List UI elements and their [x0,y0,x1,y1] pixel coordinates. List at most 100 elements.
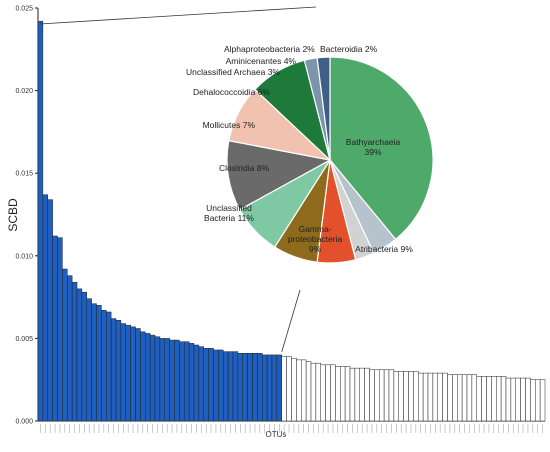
bar-highlighted [223,351,229,422]
bar [466,374,473,422]
bar [515,377,521,422]
bar-highlighted [262,354,268,422]
pie-label: Clostridia 8% [219,163,270,173]
pie-label: Alphaproteobacteria 2% [224,44,315,54]
bar [325,364,331,422]
bar [383,369,390,422]
pie-label: Dehalococcoidia 6% [193,87,270,97]
zoom-line-top [39,6,317,25]
bar [481,376,487,422]
y-axis-label: SCBD [6,198,20,232]
pie-label: Unclassified Bacteria 11% [204,203,254,223]
bars-group [37,20,546,422]
bar [315,362,322,422]
bar-highlighted [169,339,175,422]
bar-highlighted [120,323,127,422]
bar [418,372,424,422]
zoom-lines [39,6,317,353]
bar [520,377,526,422]
category-labels [40,424,543,433]
y-tick-label: 0.005 [15,336,33,343]
bar [335,366,341,422]
bar [510,377,517,422]
y-tick-label: 0.025 [15,6,33,13]
pie-label: Atribacteria 9% [355,244,413,254]
bar-highlighted [62,268,68,422]
zoom-line-bottom [281,289,301,353]
y-tick-label: 0.010 [15,253,33,260]
bar [471,374,478,422]
pie-slice [329,56,434,241]
pie-label: Bathyarchaeia 39% [346,137,401,157]
x-axis-label: OTUs [266,430,287,439]
bar [403,371,409,422]
bar [457,374,463,422]
bar-highlighted [57,237,63,422]
bar-highlighted [179,341,185,422]
bar-highlighted [42,194,49,422]
bar [452,374,458,422]
bar [379,369,385,422]
bar-highlighted [164,338,170,422]
bar-highlighted [184,341,190,422]
bar-highlighted [193,344,200,422]
bar [535,379,541,422]
bar-highlighted [125,324,131,422]
bar [398,371,404,422]
bar-highlighted [266,354,273,422]
bar-highlighted [159,338,166,422]
bar [364,367,370,422]
bar [305,361,312,422]
pie-label: Bacteroidia 2% [320,44,378,54]
pie-labels: Bathyarchaeia 39%Aminicenantes 4%Unclassi… [186,44,413,254]
bar [320,364,326,422]
bar-highlighted [218,349,224,422]
bar [310,362,317,422]
bar [427,372,434,422]
bar [374,369,380,422]
bar-highlighted [227,351,234,422]
bar [496,376,502,422]
bar [408,371,414,422]
bar [442,372,448,422]
bar [291,357,297,422]
bar-highlighted [276,354,283,422]
y-tick-label: 0.020 [15,88,33,95]
bar-highlighted [257,353,263,422]
bar-highlighted [81,291,88,422]
bar-highlighted [145,333,151,422]
bar-highlighted [232,351,239,422]
bar [525,377,531,422]
pie-label: Gamma-proteobacteria 9% [288,224,343,254]
bar-highlighted [237,353,244,422]
bar [354,367,361,422]
bar [281,356,287,422]
bar [422,372,429,422]
y-tick-label: 0.015 [15,171,33,178]
bar [296,359,302,422]
bar-highlighted [252,353,258,422]
bar [359,367,365,422]
bar [286,356,292,422]
bar-highlighted [71,281,78,422]
bar [388,369,395,422]
bar-highlighted [37,20,44,422]
bar-highlighted [198,346,205,422]
bar-highlighted [174,339,180,422]
bar [437,372,443,422]
y-tick-label: 0.000 [15,419,33,426]
bar-highlighted [96,305,102,422]
bar [539,379,546,422]
pie-group [226,56,434,264]
bar [349,367,356,422]
pie-slice [226,139,332,211]
pie-label: Mollicutes 7% [203,120,256,130]
bar-highlighted [154,336,161,422]
bar-highlighted [67,275,73,422]
pie-label: Unclassified Archaea 3% [186,67,280,77]
bar-highlighted [271,354,278,422]
bar [486,376,492,422]
bar-highlighted [135,328,141,422]
bar-highlighted [110,318,117,422]
